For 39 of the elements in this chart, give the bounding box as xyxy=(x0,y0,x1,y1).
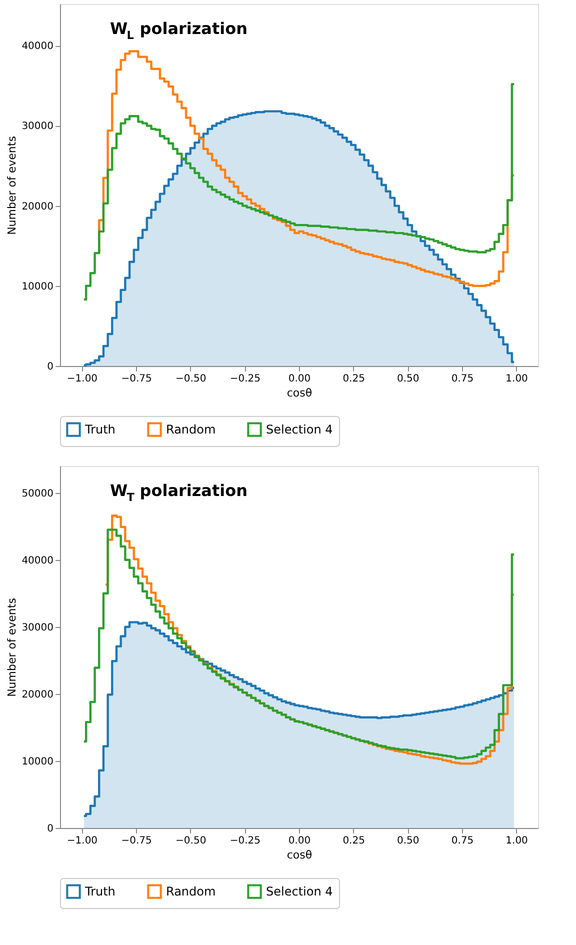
legend-label: Truth xyxy=(84,422,116,437)
x-tick-label: −0.50 xyxy=(176,374,206,384)
x-tick-label: 0.25 xyxy=(342,836,365,846)
y-tick-label: 0 xyxy=(47,824,54,834)
x-tick-label: −1.00 xyxy=(66,836,98,846)
legend-label: Selection 4 xyxy=(266,884,333,899)
y-tick-label: 10000 xyxy=(22,756,54,768)
x-tick-label: −0.75 xyxy=(121,836,152,846)
x-tick-label: −0.25 xyxy=(230,836,261,846)
y-tick-label: 40000 xyxy=(22,41,54,52)
x-tick-label: −0.75 xyxy=(121,374,152,384)
x-axis-title: cosθ xyxy=(286,386,312,400)
y-tick-label: 30000 xyxy=(22,622,54,634)
x-tick-label: 0.50 xyxy=(397,374,420,384)
legend-label: Selection 4 xyxy=(266,422,333,437)
x-tick-label: −0.25 xyxy=(230,374,261,384)
y-tick-label: 0 xyxy=(47,362,54,372)
y-tick-label: 20000 xyxy=(22,689,54,700)
y-tick-label: 40000 xyxy=(22,555,54,566)
legend-label: Truth xyxy=(84,884,116,899)
x-tick-label: −0.50 xyxy=(176,836,206,846)
x-tick-label: −1.00 xyxy=(66,374,98,384)
x-tick-label: 1.00 xyxy=(506,836,528,846)
x-tick-label: 0.75 xyxy=(451,374,474,384)
legend-label: Random xyxy=(166,884,216,899)
x-tick-label: 0.25 xyxy=(342,374,365,384)
y-tick-label: 10000 xyxy=(22,281,54,292)
y-tick-label: 30000 xyxy=(22,121,54,132)
x-tick-label: 0.00 xyxy=(288,836,311,846)
x-tick-label: 0.00 xyxy=(288,374,311,384)
x-tick-label: 0.50 xyxy=(397,836,420,846)
x-tick-label: 0.75 xyxy=(451,836,474,846)
x-axis-title: cosθ xyxy=(286,848,312,862)
y-axis-title: Number of events xyxy=(6,136,19,235)
y-tick-label: 50000 xyxy=(22,488,54,500)
y-axis-title: Number of events xyxy=(6,598,19,697)
y-tick-label: 20000 xyxy=(22,201,54,212)
x-tick-label: 1.00 xyxy=(506,374,528,384)
legend-label: Random xyxy=(166,422,216,437)
